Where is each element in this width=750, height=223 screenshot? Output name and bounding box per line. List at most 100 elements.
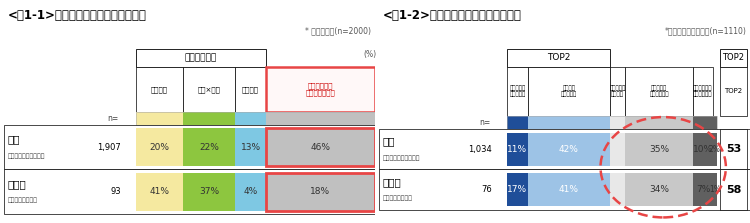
Bar <box>507 133 528 166</box>
Text: 53: 53 <box>726 145 741 154</box>
Text: 34%: 34% <box>650 185 669 194</box>
Text: *データ関与者ベース(n=1110): *データ関与者ベース(n=1110) <box>664 27 746 36</box>
Bar <box>712 116 716 129</box>
Text: (%): (%) <box>364 50 376 59</box>
Bar <box>136 173 183 211</box>
Text: （一般社員・管理職）: （一般社員・管理職） <box>382 155 420 161</box>
Text: 20%: 20% <box>149 143 170 152</box>
Text: 17%: 17% <box>508 185 527 194</box>
Bar <box>507 173 528 206</box>
Bar <box>528 67 610 116</box>
Text: データ関与者: データ関与者 <box>184 54 217 62</box>
Bar <box>507 49 610 67</box>
Bar <box>626 116 693 129</box>
Text: 1,907: 1,907 <box>97 143 121 152</box>
Bar <box>183 112 235 125</box>
Text: 93: 93 <box>110 187 121 196</box>
Bar <box>235 128 266 166</box>
Text: <図1-1>【就業者のデータ関与状況】: <図1-1>【就業者のデータ関与状況】 <box>8 9 146 22</box>
Bar <box>266 67 375 112</box>
Bar <box>712 173 716 206</box>
Bar <box>693 67 712 116</box>
Bar <box>4 169 375 214</box>
Bar <box>528 173 610 206</box>
Bar <box>712 133 716 166</box>
Text: 13%: 13% <box>241 143 260 152</box>
Text: （一般社員・管理職）: （一般社員・管理職） <box>8 153 45 159</box>
Text: TOP2: TOP2 <box>724 89 742 94</box>
Text: 4%: 4% <box>244 187 258 196</box>
Text: 42%: 42% <box>559 145 579 154</box>
Text: どちらとも
いえない: どちらとも いえない <box>610 85 626 97</box>
Bar <box>235 112 266 125</box>
Bar <box>266 173 375 211</box>
Text: 経営層: 経営層 <box>382 177 401 187</box>
Text: 1%: 1% <box>709 185 721 194</box>
Text: あまり活用
できていない: あまり活用 できていない <box>650 85 669 97</box>
Text: 現場: 現場 <box>382 137 395 147</box>
Bar <box>610 133 626 166</box>
Text: （経営者・役員）: （経営者・役員） <box>382 196 412 201</box>
Bar <box>507 116 528 129</box>
Bar <box>136 49 266 67</box>
Text: TOP2: TOP2 <box>547 54 570 62</box>
Bar <box>610 116 626 129</box>
Bar <box>136 67 183 112</box>
Text: n=: n= <box>107 114 118 123</box>
Text: 2%: 2% <box>709 145 721 154</box>
Bar <box>183 128 235 166</box>
Text: 活用のみ: 活用のみ <box>151 86 168 93</box>
Bar <box>235 173 266 211</box>
Text: 41%: 41% <box>149 187 170 196</box>
Text: 分析のみ: 分析のみ <box>242 86 259 93</box>
Bar <box>610 67 626 116</box>
Text: 41%: 41% <box>559 185 579 194</box>
Bar <box>719 129 748 169</box>
Text: 非常に活用
できている: 非常に活用 できている <box>509 85 526 97</box>
Bar <box>136 112 375 125</box>
Bar <box>183 67 235 112</box>
Bar <box>693 116 712 129</box>
Text: 11%: 11% <box>508 145 527 154</box>
Text: 35%: 35% <box>650 145 669 154</box>
Bar <box>610 173 626 206</box>
Bar <box>719 49 748 67</box>
Bar <box>4 125 375 169</box>
Bar <box>379 169 750 210</box>
Bar <box>235 67 266 112</box>
Text: <図1-2>【就業者のデータ活用意識】: <図1-2>【就業者のデータ活用意識】 <box>382 9 521 22</box>
Bar <box>693 173 712 206</box>
Text: * 全体ベース(n=2000): * 全体ベース(n=2000) <box>305 27 371 36</box>
Text: 分析×活用: 分析×活用 <box>197 86 220 93</box>
Text: 普段データを
見ることはない: 普段データを 見ることはない <box>305 82 335 96</box>
Text: 現場: 現場 <box>8 134 20 144</box>
Text: やや活用
できている: やや活用 できている <box>561 85 577 97</box>
Text: n=: n= <box>478 118 490 127</box>
Bar <box>136 112 183 125</box>
Text: 37%: 37% <box>199 187 219 196</box>
Text: まったく活用
できていない: まったく活用 できていない <box>693 85 712 97</box>
Bar <box>528 116 610 129</box>
Bar <box>719 169 748 210</box>
Bar <box>507 67 528 116</box>
Bar <box>379 129 750 169</box>
Text: TOP2: TOP2 <box>722 54 745 62</box>
Text: 46%: 46% <box>310 143 331 152</box>
Bar <box>136 128 183 166</box>
Bar <box>528 133 610 166</box>
Bar <box>693 133 712 166</box>
Bar <box>266 128 375 166</box>
Bar <box>626 133 693 166</box>
Bar <box>266 112 375 125</box>
Bar <box>507 116 716 129</box>
Bar <box>183 173 235 211</box>
Text: （経営者・役員）: （経営者・役員） <box>8 198 38 204</box>
Text: 7%: 7% <box>696 185 710 194</box>
Text: 76: 76 <box>482 185 492 194</box>
Text: 経営層: 経営層 <box>8 179 26 189</box>
Text: 22%: 22% <box>199 143 219 152</box>
Text: 1,034: 1,034 <box>468 145 492 154</box>
Text: 58: 58 <box>726 185 741 194</box>
Text: 18%: 18% <box>310 187 331 196</box>
Bar <box>626 67 693 116</box>
